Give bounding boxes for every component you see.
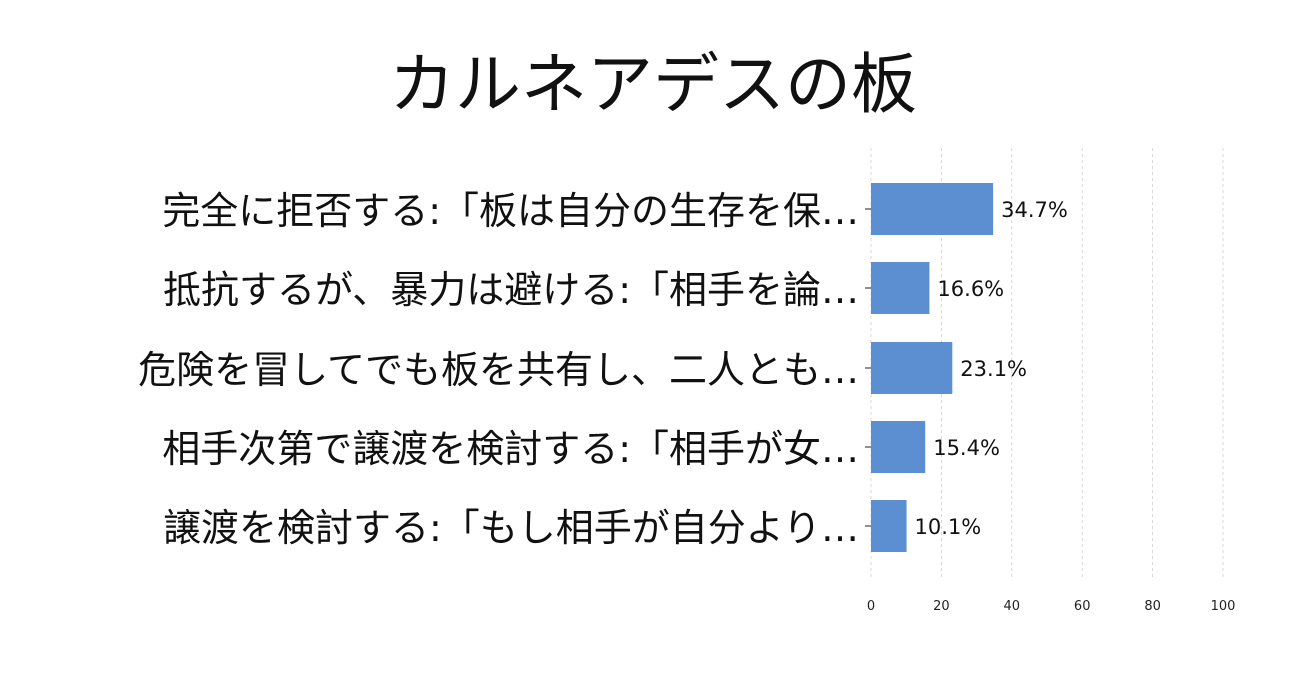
x-tick-label: 80 [1144,599,1161,614]
category-label: 抵抗するが、暴力は避ける:「相手を論… [163,268,859,312]
category-label: 相手次第で譲渡を検討する:「相手が女… [162,427,859,471]
category-label: 危険を冒してでも板を共有し、二人とも… [138,348,859,392]
data-label: 16.6% [937,277,1004,301]
x-tick-label: 100 [1211,599,1236,614]
data-label: 15.4% [933,436,1000,460]
bar [871,421,926,473]
x-tick-label: 20 [933,599,950,614]
category-label: 譲渡を検討する:「もし相手が自分より… [163,506,859,550]
bar [871,342,953,394]
x-tick-label: 40 [1004,599,1021,614]
data-label: 34.7% [1001,198,1068,222]
data-label: 23.1% [960,357,1027,381]
category-label: 完全に拒否する:「板は自分の生存を保… [162,189,859,233]
x-tick-label: 0 [867,599,875,614]
chart-title: カルネアデスの板 [389,46,917,123]
bar [871,500,907,552]
x-tick-label: 60 [1074,599,1091,614]
data-label: 10.1% [915,515,982,539]
bar [871,183,994,235]
bar [871,262,930,314]
